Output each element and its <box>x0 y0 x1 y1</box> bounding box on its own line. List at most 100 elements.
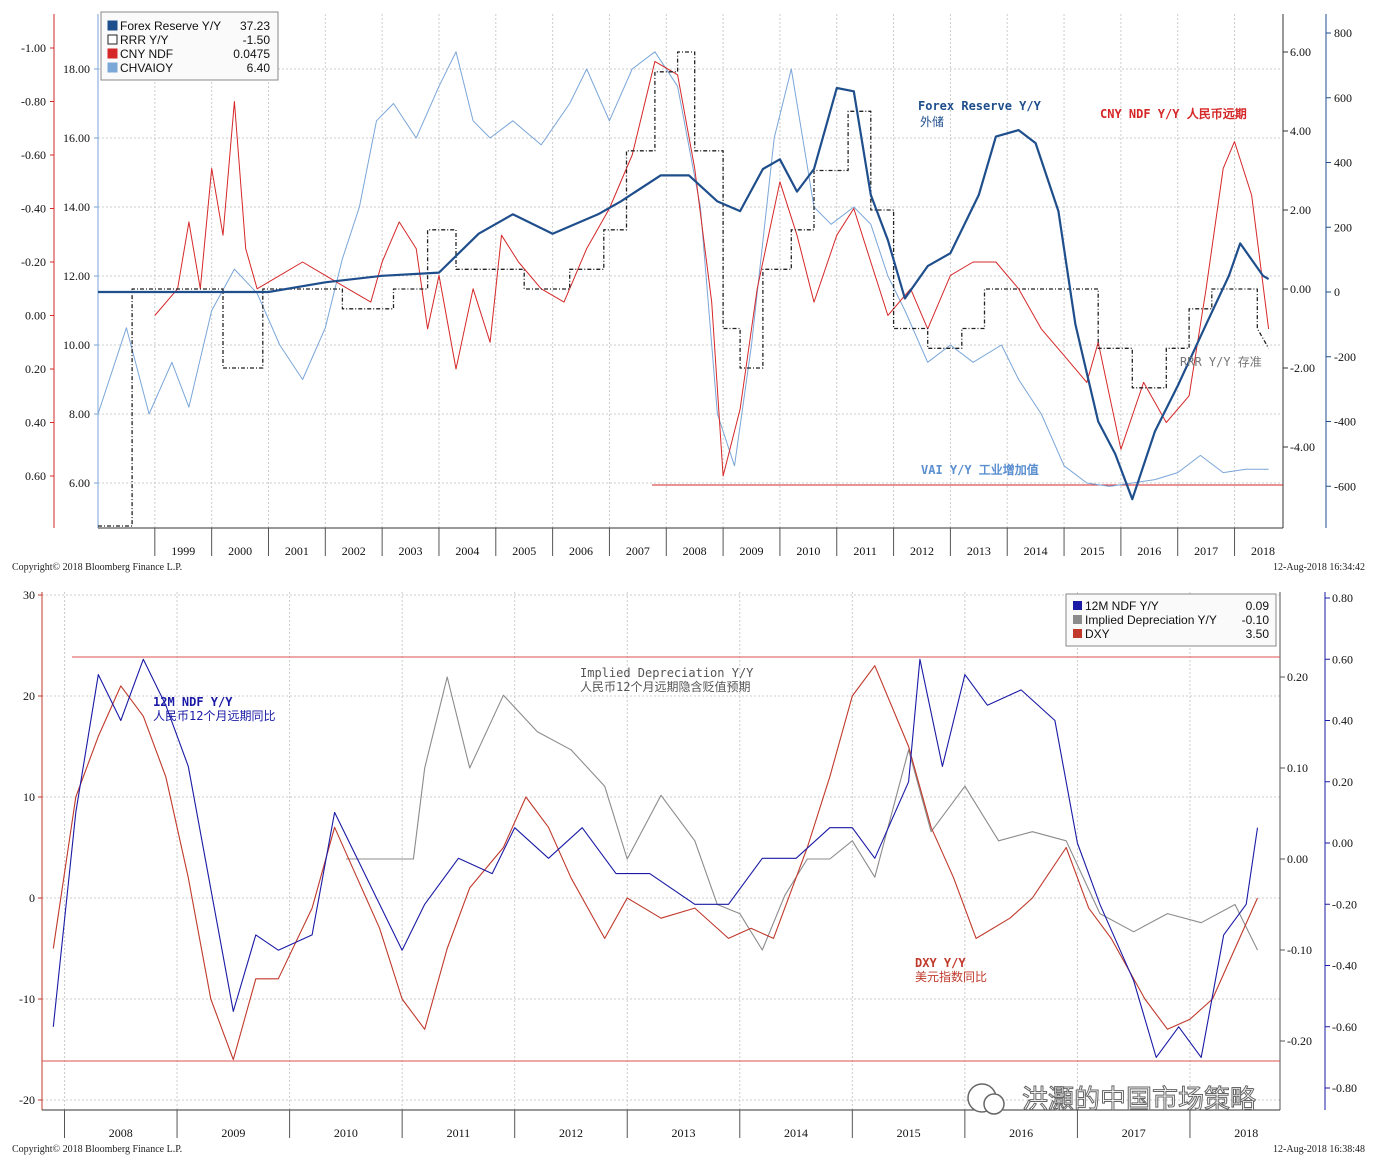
annotation-dxy: DXY Y/Y <box>915 956 966 970</box>
bottom-year-label: 2013 <box>672 1126 696 1140</box>
top-axis-ticks: 1999 2000 2001 2002 2003 2004 2005 2006 2007 2008… <box>21 26 1356 558</box>
top-far-right-tick-label: -600 <box>1334 479 1356 493</box>
bottom-right-tick-label: -0.20 <box>1287 1034 1312 1048</box>
series-line-12m-ndf-y-y <box>52 658 1259 1058</box>
top-year-label: 2012 <box>910 544 934 558</box>
bottom-year-label: 2010 <box>334 1126 358 1140</box>
bottom-year-label: 2014 <box>784 1126 808 1140</box>
top-left-tick-label: 12.00 <box>63 269 90 283</box>
bottom-year-label: 2009 <box>221 1126 245 1140</box>
top-far-left-tick-label: -0.20 <box>21 255 46 269</box>
bottom-year-label: 2011 <box>447 1126 471 1140</box>
bottom-axis-ticks: 2008 2009 2010 2011 2012 2013 2014 2015 2016 2017… <box>19 588 1357 1140</box>
top-year-label: 2001 <box>285 544 309 558</box>
legend-swatch <box>107 48 118 59</box>
bottom-year-label: 2017 <box>1122 1126 1146 1140</box>
legend-swatch <box>1073 615 1082 624</box>
bottom-far-right-tick-label: -0.60 <box>1332 1020 1357 1034</box>
legend-swatch <box>1073 601 1082 610</box>
top-left-tick-label: 6.00 <box>69 476 90 490</box>
wechat-icon-bubble <box>983 1093 1005 1115</box>
top-gridlines <box>98 14 1280 528</box>
top-copyright: Copyright© 2018 Bloomberg Finance L.P. <box>12 562 182 573</box>
top-year-label: 2013 <box>967 544 991 558</box>
annotation-12m-ndf: 12M NDF Y/Y <box>153 695 233 709</box>
legend-value: -1.50 <box>243 33 271 47</box>
legend-swatch <box>107 34 118 45</box>
annotation-vai: VAI Y/Y 工业增加值 <box>921 462 1039 477</box>
top-right-tick-label: -4.00 <box>1290 440 1315 454</box>
top-far-left-tick-label: -0.60 <box>21 148 46 162</box>
top-year-label: 2010 <box>796 544 820 558</box>
annotation-rrr: RRR Y/Y 存准 <box>1180 355 1262 369</box>
bottom-year-label: 2008 <box>109 1126 133 1140</box>
top-far-left-tick-label: -1.00 <box>21 41 46 55</box>
top-right-tick-label: 2.00 <box>1290 203 1311 217</box>
top-year-label: 2006 <box>569 544 593 558</box>
top-year-label: 2004 <box>455 544 479 558</box>
top-year-label: 2009 <box>740 544 764 558</box>
top-year-label: 1999 <box>171 544 195 558</box>
bottom-left-tick-label: -20 <box>19 1093 35 1107</box>
top-far-right-tick-label: 0 <box>1334 285 1340 299</box>
legend-value: 0.09 <box>1246 599 1270 613</box>
top-far-right-tick-label: -200 <box>1334 350 1356 364</box>
bottom-left-tick-label: 30 <box>23 588 35 602</box>
bottom-right-tick-label: 0.00 <box>1287 852 1308 866</box>
watermark: 洪灝的中国市场策略 <box>967 1083 1257 1116</box>
annotation-dxy-cn: 美元指数同比 <box>915 969 987 984</box>
annotation-forex-reserve: Forex Reserve Y/Y <box>918 99 1042 113</box>
top-left-tick-label: 18.00 <box>63 62 90 76</box>
bottom-plot-area <box>42 592 1280 1110</box>
top-series-group <box>97 51 1270 527</box>
legend-label: RRR Y/Y <box>120 33 168 47</box>
top-far-right-tick-label: 800 <box>1334 26 1352 40</box>
top-far-left-tick-label: -0.80 <box>21 95 46 109</box>
series-line-chvaioy <box>97 51 1269 487</box>
top-left-tick-label: 10.00 <box>63 338 90 352</box>
top-year-label: 2005 <box>512 544 536 558</box>
annotation-12m-ndf-cn: 人民币12个月远期同比 <box>153 709 275 723</box>
bottom-copyright: Copyright© 2018 Bloomberg Finance L.P. <box>12 1144 182 1155</box>
top-far-left-tick-label: 0.20 <box>25 362 46 376</box>
bottom-year-label: 2012 <box>559 1126 583 1140</box>
bottom-legend-box <box>1065 593 1277 647</box>
top-year-label: 2018 <box>1251 544 1275 558</box>
top-year-label: 2000 <box>228 544 252 558</box>
top-far-right-tick-label: 600 <box>1334 91 1352 105</box>
legend-value: 37.23 <box>240 19 270 33</box>
legend-swatch <box>107 62 118 73</box>
top-year-label: 2015 <box>1080 544 1104 558</box>
top-year-label: 2017 <box>1194 544 1218 558</box>
annotation-cny-ndf: CNY NDF Y/Y 人民币远期 <box>1100 106 1247 121</box>
bottom-left-tick-label: 0 <box>29 891 35 905</box>
top-chart: 1999 2000 2001 2002 2003 2004 2005 2006 2007 2008… <box>12 10 1365 573</box>
series-line-forex-reserve-y-y <box>98 86 1270 501</box>
bottom-far-right-tick-label: 0.80 <box>1332 591 1353 605</box>
annotation-implied-dep-cn: 人民币12个月远期隐含贬值预期 <box>580 679 750 694</box>
watermark-text: 洪灝的中国市场策略 <box>1022 1085 1256 1115</box>
bottom-right-tick-label: -0.10 <box>1287 943 1312 957</box>
bottom-timestamp: 12-Aug-2018 16:38:48 <box>1273 1144 1365 1155</box>
legend-label: Forex Reserve Y/Y <box>120 19 221 33</box>
series-line-cny-ndf <box>154 60 1270 477</box>
top-far-left-tick-label: 0.60 <box>25 469 46 483</box>
legend-value: -0.10 <box>1242 613 1270 627</box>
bottom-far-right-tick-label: -0.20 <box>1332 897 1357 911</box>
legend-value: 3.50 <box>1246 627 1270 641</box>
top-legend-box <box>100 11 279 81</box>
bottom-far-right-tick-label: 0.20 <box>1332 775 1353 789</box>
top-year-label: 2003 <box>399 544 423 558</box>
bottom-left-tick-label: -10 <box>19 992 35 1006</box>
legend-swatch <box>107 20 118 31</box>
top-far-left-tick-label: 0.00 <box>25 309 46 323</box>
bottom-right-tick-label: 0.20 <box>1287 670 1308 684</box>
top-year-label: 2002 <box>342 544 366 558</box>
top-far-right-tick-label: -400 <box>1334 415 1356 429</box>
top-year-label: 2008 <box>683 544 707 558</box>
bottom-year-label: 2015 <box>897 1126 921 1140</box>
series-line-rrr-y-y <box>98 51 1270 527</box>
legend-value: 0.0475 <box>233 47 270 61</box>
top-legend: Forex Reserve Y/Y 37.23 RRR Y/Y -1.50 CNY ND… <box>100 11 279 81</box>
bottom-far-right-tick-label: 0.40 <box>1332 714 1353 728</box>
